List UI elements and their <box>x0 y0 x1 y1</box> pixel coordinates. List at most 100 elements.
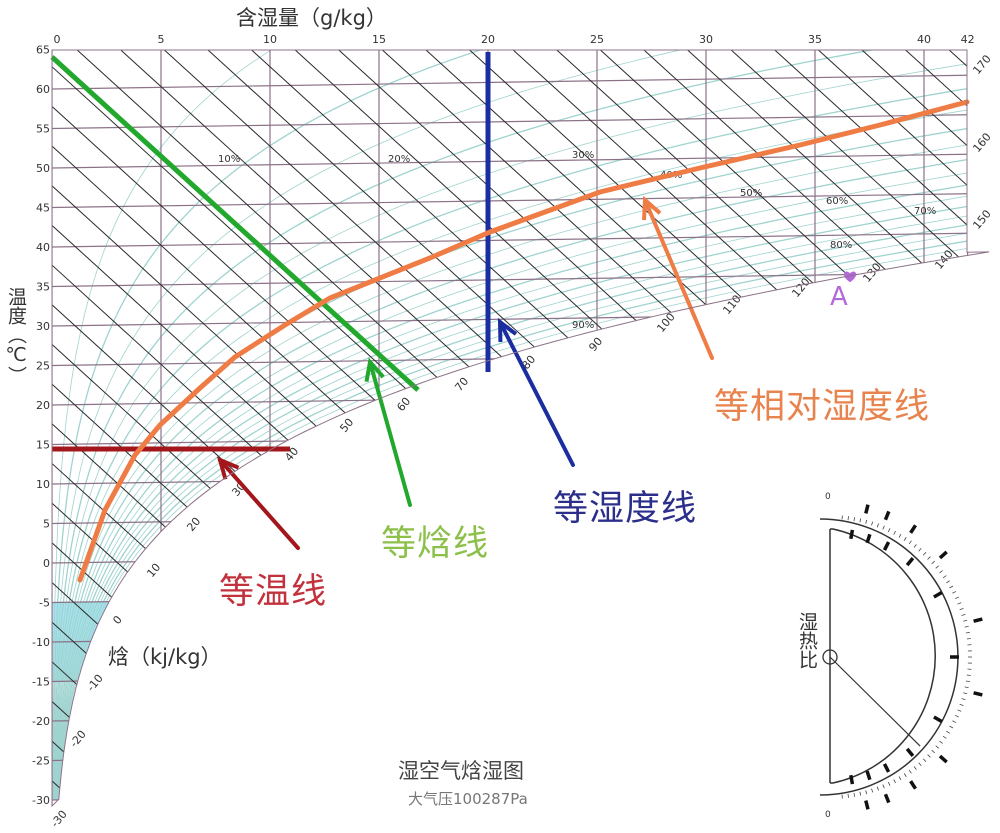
protractor-minor-tick <box>847 793 849 798</box>
enthalpy-line <box>948 50 990 806</box>
rh-curve <box>57 50 990 800</box>
temperature-tick: 5 <box>43 518 50 531</box>
protractor-minor-tick <box>946 730 950 734</box>
moisture-tick: 10 <box>263 33 277 46</box>
protractor-minor-tick <box>931 560 935 565</box>
enthalpy-tick: 60 <box>394 395 413 414</box>
protractor-minor-tick <box>964 686 969 689</box>
protractor-minor-tick <box>882 525 885 530</box>
moisture-tick: 0 <box>54 33 61 46</box>
protractor-major-tick <box>933 590 943 599</box>
moisture-tick: 42 <box>961 33 975 46</box>
isotherm-arrow-head <box>216 456 240 480</box>
temperature-tick: -5 <box>39 597 50 610</box>
protractor-center <box>822 649 838 665</box>
enthalpy-line <box>774 50 990 806</box>
enthalpy-tick: 0 <box>110 613 124 627</box>
tick-labels: 0 5 10 15 20 25 30 35 40 426560555045403530252015… <box>32 33 994 830</box>
enthalpy-tick: -30 <box>48 808 70 830</box>
chart-border <box>51 49 990 808</box>
protractor-major-tick <box>883 793 891 804</box>
rh-label: 80% <box>830 240 852 251</box>
enthalpy-tick: -20 <box>67 728 89 750</box>
rh-curve <box>57 50 990 800</box>
protractor-minor-tick <box>898 776 902 781</box>
iso-humidity-arrow-head <box>497 317 518 343</box>
temperature-tick: 50 <box>36 162 50 175</box>
enthalpy-line <box>861 50 990 806</box>
protractor-minor-tick <box>865 519 868 524</box>
enthalpy-line <box>338 50 990 806</box>
temperature-tick: 35 <box>36 281 50 294</box>
enthalpy-line <box>600 50 990 806</box>
protractor-minor-tick <box>876 786 879 791</box>
enthalpy-tick: 150 <box>970 207 993 231</box>
temperature-tick: 0 <box>43 557 50 570</box>
isenthalpic-label: 等焓线 <box>381 524 490 564</box>
temperature-tick: -30 <box>32 794 50 807</box>
protractor-minor-tick <box>893 779 896 784</box>
protractor-minor-tick <box>935 565 940 569</box>
enthalpy-tick: 100 <box>654 310 677 334</box>
protractor-major-tick <box>883 510 891 521</box>
isenthalpic-arrow-head <box>364 357 385 383</box>
isenthalpic-arrow <box>368 360 412 507</box>
protractor-major-tick <box>865 533 872 544</box>
enthalpy-line <box>512 50 990 806</box>
enthalpy-line <box>730 50 990 806</box>
temperature-tick: 25 <box>36 360 50 373</box>
protractor-minor-tick <box>887 781 891 786</box>
protractor-minor-tick <box>918 762 922 767</box>
enthalpy-line <box>818 50 990 806</box>
protractor-minor-tick <box>961 613 966 616</box>
rh-curve <box>55 50 990 800</box>
protractor-major-tick <box>864 800 870 810</box>
temperature-tick: 15 <box>36 439 50 452</box>
protractor-major-tick <box>864 504 870 514</box>
protractor-inner-arc <box>830 528 936 784</box>
protractor-minor-tick <box>957 709 962 712</box>
heat-moisture-ratio-protractor <box>819 504 983 810</box>
protractor-minor-tick <box>893 530 896 535</box>
chart-title: 湿空气焓湿图 <box>398 759 524 783</box>
rh-label: 60% <box>826 196 848 207</box>
protractor-minor-tick <box>847 516 849 521</box>
protractor-minor-tick <box>931 749 935 754</box>
protractor-minor-tick <box>927 754 931 758</box>
rh-label: 30% <box>572 150 594 161</box>
enthalpy-tick: 160 <box>970 130 993 154</box>
temperature-tick: -15 <box>32 676 50 689</box>
protractor-minor-tick <box>966 674 971 676</box>
temperature-tick: -25 <box>32 755 50 768</box>
temperature-tick: 60 <box>36 83 50 96</box>
protractor-major-tick <box>933 715 943 724</box>
rh-label: 20% <box>388 154 410 165</box>
protractor-minor-tick <box>882 784 885 789</box>
iso-relative-humidity-arrow <box>643 198 714 360</box>
iso-humidity-arrow <box>498 320 575 467</box>
protractor-major-tick <box>973 691 983 697</box>
protractor-minor-tick <box>942 735 947 739</box>
protractor-major-tick <box>882 763 891 773</box>
protractor-minor-tick <box>887 528 891 533</box>
enthalpy-tick: -10 <box>84 672 106 694</box>
protractor-minor-tick <box>922 758 927 762</box>
protractor-major-tick <box>849 774 855 785</box>
protractor-minor-tick <box>963 692 968 695</box>
iso-relative-humidity-line <box>77 99 970 583</box>
protractor-minor-tick <box>965 631 970 634</box>
moisture-tick: 35 <box>808 33 822 46</box>
rh-label: 10% <box>218 154 240 165</box>
moisture-tick: 15 <box>372 33 386 46</box>
protractor-outer-arc <box>819 518 959 796</box>
temperature-tick: 20 <box>36 399 50 412</box>
protractor-major-tick <box>938 754 948 764</box>
protractor-minor-tick <box>935 745 940 749</box>
rh-curve <box>55 50 990 800</box>
protractor-minor-tick <box>865 790 868 795</box>
enthalpy-line <box>207 50 990 806</box>
enthalpy-line <box>52 50 934 806</box>
protractor-major-tick <box>938 550 948 560</box>
isenthalpic-line <box>50 55 420 392</box>
